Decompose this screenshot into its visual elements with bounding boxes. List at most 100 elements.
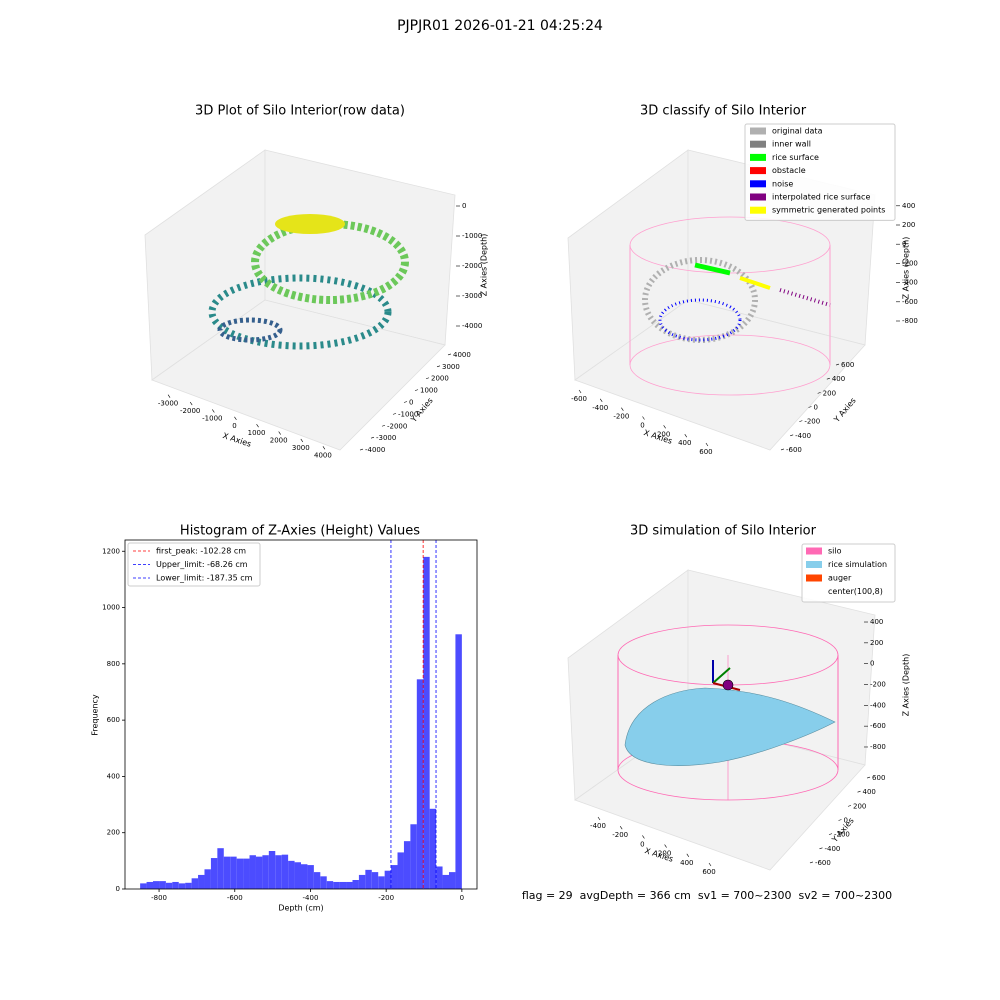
x-tick-label: -200 [613,413,629,421]
tick-mark [684,433,688,438]
tick-mark [381,424,386,427]
axis-label: Y Axies [832,396,858,425]
legend-swatch [750,206,766,214]
tick-mark [705,442,709,447]
bar [365,869,372,889]
tick-mark [578,389,582,394]
axis-label: Z Axies (Depth) [480,234,489,297]
bar [185,882,192,889]
bar [397,852,404,889]
y-tick-label: -400 [795,432,811,440]
rice-surface [624,687,836,766]
x-tick-label: 0 [640,422,644,430]
x-tick-label: -400 [590,822,606,830]
bar [378,876,385,889]
tick-mark [359,448,364,451]
y-tick-label: -3000 [376,434,396,442]
y-tick-label: 200 [107,829,120,837]
x-tick-label: 400 [678,439,691,447]
legend-label: noise [772,179,793,188]
tick-mark [857,790,861,793]
x-tick-label: 0 [640,840,644,848]
chart-title: Histogram of Z-Axies (Height) Values [180,524,420,539]
bar [333,881,340,889]
legend-swatch [750,193,766,201]
tick-mark [828,833,833,835]
y-tick-label: 1000 [102,604,120,612]
z-tick-label: -400 [870,701,886,709]
tick-mark [847,805,852,807]
legend-label: inner wall [772,140,811,149]
x-tick-label: 200 [658,850,671,858]
x-tick-label: -1000 [202,414,222,422]
y-tick-label: -2000 [387,422,407,430]
y-tick-label: -200 [804,418,820,426]
pane [574,299,866,451]
tick-mark [835,363,840,366]
z-tick-label: -4000 [462,322,482,330]
x-tick-label: 600 [699,448,712,456]
bar [165,882,173,889]
bar [358,874,366,889]
legend-label: Upper_limit: -68.26 cm [156,560,248,569]
legend-swatch [750,140,766,148]
bar [416,679,424,889]
y-tick-label: 1000 [420,387,438,395]
point-cloud [275,214,345,234]
y-tick-label: -200 [834,831,850,839]
x-tick-label: -400 [592,404,608,412]
z-tick-label: -2000 [462,262,482,270]
point-cloud [208,274,392,350]
axis-label: Z Axies (Depth) [902,654,911,717]
y-tick-label: -4000 [365,446,385,454]
tick-mark [790,434,794,437]
x-axis-label: Depth (cm) [278,904,323,913]
tick-mark [167,394,171,398]
bar [391,865,398,889]
x-tick-label: 1000 [248,429,266,437]
x-tick-label: -200 [612,831,628,839]
y-tick-label: 600 [107,716,120,724]
tick-mark [817,392,821,394]
bar [403,841,411,889]
point-cloud [217,317,283,343]
bar [320,876,327,889]
bar [301,864,308,889]
y-tick-label: 3000 [442,363,460,371]
tick-mark [838,819,842,821]
bar [198,874,205,889]
tick-mark [392,413,397,415]
tick-mark [809,861,814,864]
legend-label: symmetric generated points [772,206,885,215]
suptitle: PJPJR01 2026-01-21 04:25:24 [397,18,603,34]
bar [436,866,443,889]
y-tick-label: -600 [786,446,802,454]
bar [339,881,347,889]
tick-mark [414,389,419,391]
legend-swatch [806,547,822,555]
bar [159,881,166,889]
legend-label: obstacle [772,166,806,175]
tick-mark [621,407,624,411]
tick-mark [425,377,430,380]
tick-mark [403,401,408,403]
bar [307,865,314,889]
legend-box [744,123,896,221]
legend-label: first_peak: -102.28 cm [156,547,246,556]
bar [326,881,334,889]
z-tick-label: -800 [902,317,918,325]
tick-mark [808,406,812,408]
bar [217,848,224,889]
tick-mark [234,416,237,420]
bar [191,878,199,889]
x-tick-label: 2000 [270,437,288,445]
z-tick-label: 0 [462,202,466,210]
tick-mark [278,431,281,435]
bar [140,883,147,889]
z-tick-label: -800 [870,743,886,751]
z-tick-label: -3000 [462,292,482,300]
bar [249,855,256,889]
y-tick-label: 200 [853,802,866,810]
z-tick-label: -400 [902,279,918,287]
